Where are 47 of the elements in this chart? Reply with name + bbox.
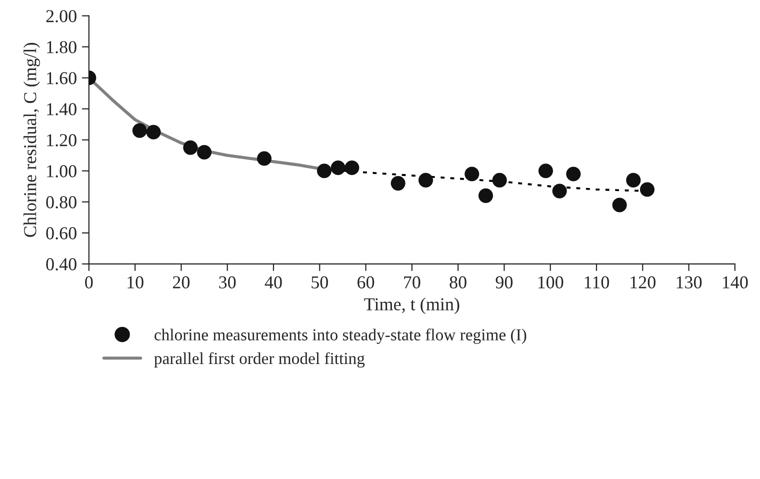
x-tick-label: 10 [128, 276, 144, 288]
y-tick-label: 1.80 [47, 41, 76, 54]
y-tick-label: 0.60 [46, 227, 76, 240]
point [418, 172, 434, 188]
x-tick-label: 120 [630, 276, 656, 288]
point [552, 184, 567, 198]
point [330, 160, 346, 176]
x-tick-label: 80 [450, 276, 466, 288]
point [626, 172, 641, 188]
y-tick-label: 1.00 [47, 165, 76, 178]
point [478, 188, 494, 203]
point [640, 182, 655, 197]
x-tick-label: 100 [538, 276, 564, 288]
point [316, 164, 332, 178]
point [390, 176, 406, 191]
x-tick-label: 0 [85, 276, 93, 288]
point [344, 160, 360, 176]
legend-label: parallel first order model fitting [154, 352, 365, 368]
x-tick-label: 140 [722, 276, 748, 288]
point [132, 123, 147, 138]
x-tick-label: 110 [584, 276, 610, 288]
point [464, 166, 480, 182]
point [612, 198, 627, 212]
x-tick-label: 30 [219, 276, 236, 288]
point [183, 140, 198, 155]
y-tick-label: 1.40 [47, 103, 76, 116]
y-tick-label: 2.00 [46, 10, 76, 22]
x-axis-title: Time, t (min) [364, 298, 460, 314]
point [566, 166, 581, 182]
point [256, 151, 272, 166]
point [196, 144, 212, 160]
y-tick-label: 1.60 [47, 72, 76, 84]
x-tick-label: 40 [264, 276, 282, 288]
y-axis-title: Chlorine residual, C (mg/l) [24, 42, 40, 237]
y-tick-label: 0.40 [46, 258, 76, 270]
x-tick-label: 50 [312, 276, 328, 288]
x-tick-label: 20 [172, 276, 190, 288]
x-tick-label: 60 [358, 276, 374, 288]
legend-label: chlorine measurements into steady-state flow regime (I) [154, 328, 526, 344]
x-tick-label: 90 [496, 276, 513, 288]
point [538, 164, 554, 178]
x-tick-label: 130 [676, 276, 702, 288]
y-tick-label: 0.80 [46, 196, 76, 208]
x-tick-label: 70 [404, 276, 420, 288]
point [492, 172, 507, 188]
point [146, 124, 161, 140]
y-tick-label: 1.20 [47, 134, 76, 146]
